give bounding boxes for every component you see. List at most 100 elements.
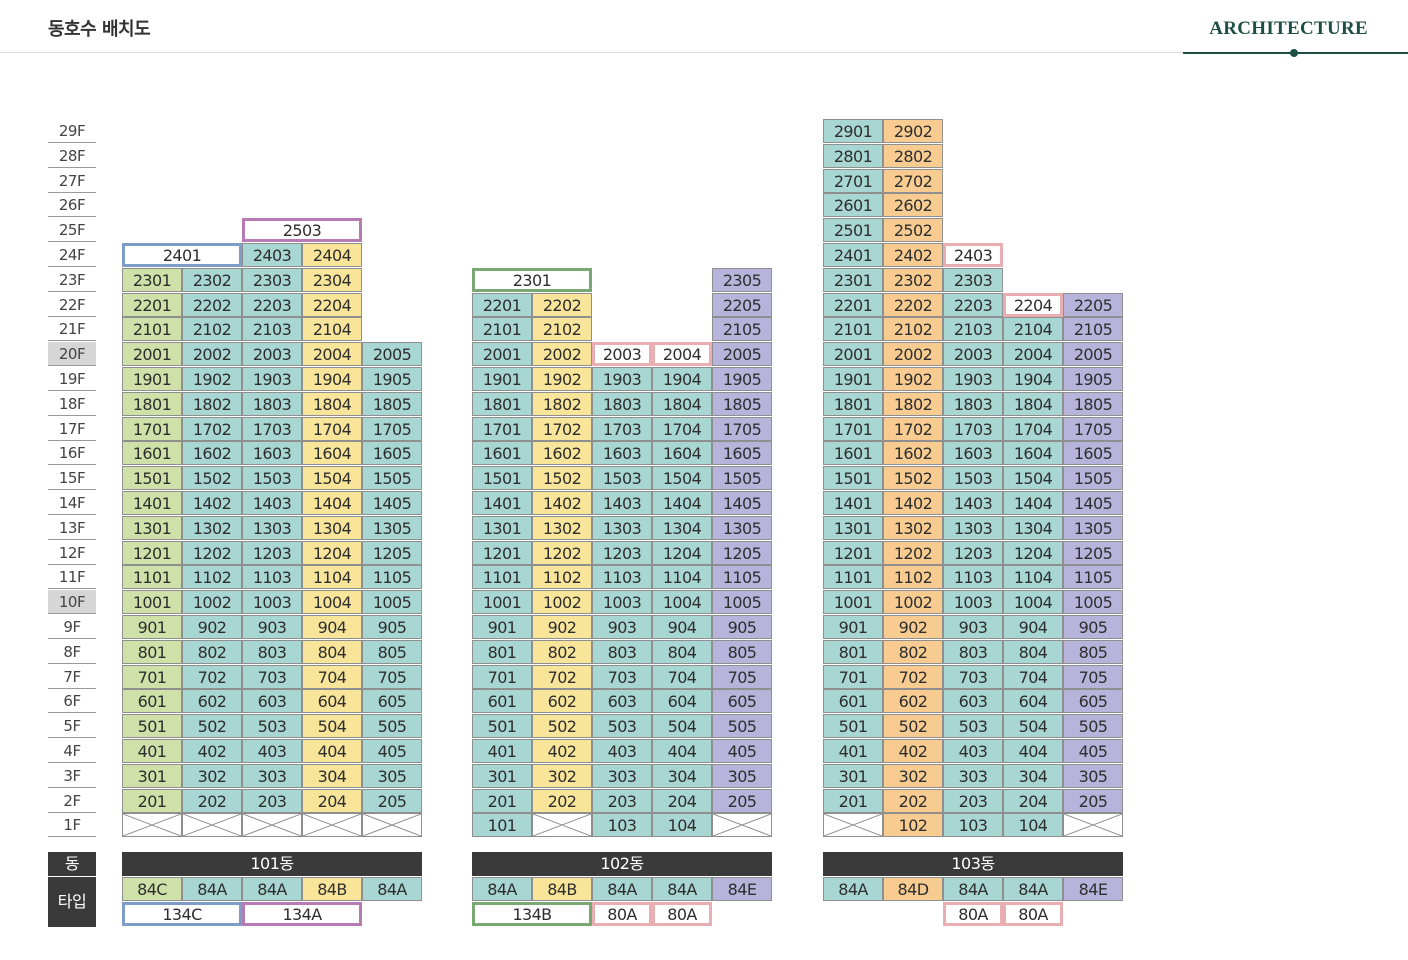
unit-cell[interactable]: 2104 — [1003, 317, 1063, 342]
unit-cell[interactable]: 704 — [652, 664, 712, 689]
unit-cell[interactable]: 603 — [592, 689, 652, 714]
unit-cell[interactable]: 1703 — [242, 416, 302, 441]
unit-cell[interactable]: 2201 — [122, 292, 182, 317]
unit-cell[interactable]: 1703 — [943, 416, 1003, 441]
unit-cell[interactable]: 1001 — [472, 590, 532, 615]
unit-cell[interactable]: 903 — [943, 615, 1003, 639]
unit-cell[interactable]: 1101 — [122, 565, 182, 590]
unit-cell[interactable]: 2201 — [472, 292, 532, 317]
unit-cell[interactable]: 2001 — [122, 342, 182, 367]
unit-cell[interactable]: 1003 — [592, 590, 652, 615]
unit-cell[interactable]: 1205 — [1063, 540, 1123, 565]
unit-cell[interactable]: 1803 — [943, 391, 1003, 416]
unit-cell[interactable]: 2102 — [883, 317, 943, 342]
unit-cell[interactable]: 1303 — [242, 515, 302, 540]
unit-cell[interactable]: 805 — [362, 639, 422, 664]
unit-cell[interactable]: 302 — [182, 763, 242, 788]
unit-cell[interactable]: 1902 — [182, 367, 242, 391]
unit-cell[interactable]: 1803 — [592, 391, 652, 416]
unit-cell[interactable]: 203 — [943, 788, 1003, 813]
unit-cell[interactable]: 204 — [1003, 788, 1063, 813]
unit-cell[interactable]: 201 — [472, 788, 532, 813]
unit-cell[interactable]: 301 — [823, 763, 883, 788]
unit-cell[interactable]: 1001 — [823, 590, 883, 615]
unit-cell[interactable]: 1305 — [362, 515, 422, 540]
unit-cell[interactable]: 2202 — [532, 292, 592, 317]
unit-cell[interactable]: 2101 — [472, 317, 532, 342]
unit-cell[interactable]: 1904 — [652, 367, 712, 391]
unit-cell[interactable]: 2502 — [883, 218, 943, 243]
unit-cell[interactable]: 1401 — [823, 491, 883, 515]
unit-cell[interactable]: 2005 — [712, 342, 772, 367]
unit-cell[interactable]: 305 — [1063, 763, 1123, 788]
unit-cell[interactable]: 1502 — [182, 466, 242, 491]
unit-cell[interactable]: 2004 — [302, 342, 362, 367]
unit-cell[interactable]: 1203 — [592, 540, 652, 565]
unit-cell[interactable]: 1804 — [1003, 391, 1063, 416]
unit-cell[interactable]: 903 — [242, 615, 302, 639]
unit-cell[interactable]: 702 — [883, 664, 943, 689]
unit-cell[interactable]: 304 — [302, 763, 362, 788]
unit-cell[interactable]: 1501 — [823, 466, 883, 491]
unit-cell[interactable]: 2402 — [883, 243, 943, 267]
unit-cell[interactable]: 1603 — [242, 441, 302, 466]
unit-cell[interactable]: 1901 — [823, 367, 883, 391]
unit-cell[interactable]: 1201 — [122, 540, 182, 565]
unit-cell[interactable]: 1104 — [302, 565, 362, 590]
unit-cell[interactable]: 904 — [1003, 615, 1063, 639]
unit-cell[interactable]: 401 — [122, 739, 182, 763]
unit-cell[interactable]: 304 — [652, 763, 712, 788]
unit-cell[interactable]: 2901 — [823, 119, 883, 143]
unit-cell[interactable]: 2202 — [883, 292, 943, 317]
unit-cell[interactable]: 1203 — [242, 540, 302, 565]
unit-cell[interactable]: 2101 — [823, 317, 883, 342]
unit-cell[interactable]: 1202 — [532, 540, 592, 565]
unit-cell[interactable]: 2305 — [712, 267, 772, 292]
unit-cell[interactable]: 2302 — [182, 267, 242, 292]
unit-cell[interactable]: 501 — [823, 714, 883, 739]
unit-cell[interactable]: 2002 — [883, 342, 943, 367]
unit-cell[interactable]: 1004 — [652, 590, 712, 615]
unit-cell[interactable]: 1704 — [652, 416, 712, 441]
unit-cell[interactable]: 1801 — [472, 391, 532, 416]
unit-cell[interactable]: 1002 — [182, 590, 242, 615]
unit-cell[interactable]: 604 — [302, 689, 362, 714]
unit-cell[interactable]: 1205 — [712, 540, 772, 565]
unit-cell[interactable]: 1101 — [472, 565, 532, 590]
unit-cell[interactable]: 1505 — [1063, 466, 1123, 491]
unit-cell[interactable]: 104 — [652, 813, 712, 838]
unit-cell[interactable]: 904 — [652, 615, 712, 639]
unit-cell[interactable]: 603 — [242, 689, 302, 714]
unit-cell[interactable]: 2001 — [472, 342, 532, 367]
unit-cell[interactable]: 902 — [532, 615, 592, 639]
unit-cell[interactable]: 1403 — [242, 491, 302, 515]
unit-cell[interactable]: 905 — [1063, 615, 1123, 639]
unit-cell[interactable]: 503 — [592, 714, 652, 739]
unit-cell[interactable]: 1104 — [652, 565, 712, 590]
unit-cell[interactable]: 1704 — [1003, 416, 1063, 441]
unit-cell[interactable]: 1703 — [592, 416, 652, 441]
unit-cell[interactable]: 804 — [652, 639, 712, 664]
unit-cell[interactable]: 803 — [592, 639, 652, 664]
unit-cell[interactable]: 1401 — [122, 491, 182, 515]
unit-cell[interactable]: 301 — [122, 763, 182, 788]
unit-cell[interactable]: 2801 — [823, 143, 883, 168]
unit-cell[interactable]: 1402 — [182, 491, 242, 515]
unit-cell[interactable]: 502 — [532, 714, 592, 739]
unit-cell[interactable]: 504 — [1003, 714, 1063, 739]
unit-cell[interactable]: 1504 — [652, 466, 712, 491]
unit-cell[interactable]: 1605 — [1063, 441, 1123, 466]
unit-cell[interactable]: 1201 — [823, 540, 883, 565]
unit-cell[interactable]: 1801 — [823, 391, 883, 416]
unit-cell[interactable]: 804 — [1003, 639, 1063, 664]
unit-cell[interactable]: 2005 — [1063, 342, 1123, 367]
unit-cell[interactable]: 1702 — [182, 416, 242, 441]
unit-cell[interactable]: 1405 — [1063, 491, 1123, 515]
unit-cell[interactable]: 1403 — [592, 491, 652, 515]
unit-cell[interactable]: 1102 — [182, 565, 242, 590]
unit-cell[interactable]: 1003 — [242, 590, 302, 615]
unit-cell[interactable]: 2401 — [823, 243, 883, 267]
unit-cell[interactable]: 1204 — [652, 540, 712, 565]
unit-cell[interactable]: 1501 — [472, 466, 532, 491]
unit-cell[interactable]: 1903 — [592, 367, 652, 391]
